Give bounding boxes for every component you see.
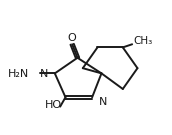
Text: CH₃: CH₃: [133, 36, 153, 46]
Text: HO: HO: [45, 100, 62, 110]
Text: H₂N: H₂N: [8, 69, 30, 79]
Text: N: N: [40, 69, 48, 79]
Text: N: N: [99, 97, 107, 107]
Text: O: O: [68, 33, 77, 43]
